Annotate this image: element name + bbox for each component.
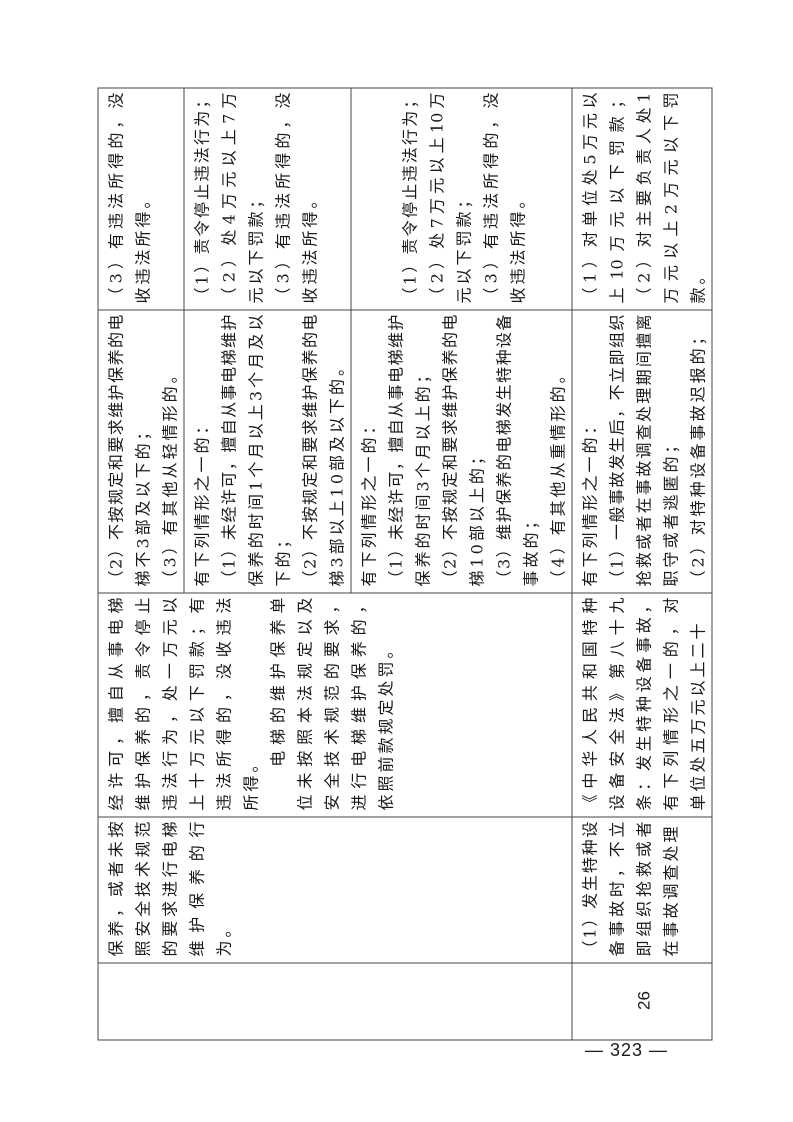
cell-text-line: （1）一般事故发生后，不立即组织 bbox=[607, 314, 626, 586]
cell-text-line: 事故的； bbox=[521, 509, 540, 586]
cell-text-line: 有下列情形之一的： bbox=[580, 414, 599, 586]
cell-text-line: 经许可，擅自从事电梯 bbox=[106, 597, 125, 810]
cell-text-line: 梯10部以上的； bbox=[467, 445, 486, 586]
basis-cell-26: 《中华人民共和国特种 设备安全法》第八十九 条：发生特种设备事故， 有下列情形之一的，… bbox=[571, 592, 712, 817]
cell-text-line: 备事故时，不立 bbox=[607, 821, 626, 956]
cell-text-line: （3）有违法所得的，没 bbox=[273, 92, 292, 303]
cell-text-line: 即组织抢救或者 bbox=[634, 821, 653, 956]
cell-text-line: 保养，或者未按 bbox=[106, 821, 125, 956]
cell-text-line: （4）有其他从重情形的。 bbox=[548, 363, 567, 586]
circumstances-cell: 有下列情形之一的： （1）未经许可，擅自从事电梯维护 保养的时间3个月以上的； （2）… bbox=[350, 309, 572, 593]
cell-text-line: （2）不按规定和要求维护保养的电 bbox=[440, 314, 459, 586]
cell-text-line: 位未按照本法规定以及 bbox=[295, 597, 314, 810]
cell-text-line: 有下列情形之一的： bbox=[359, 414, 378, 586]
cell-text-line: 职守或者逃匿的； bbox=[661, 433, 680, 586]
cell-text-line: 万元以上2万元以下罚 bbox=[661, 92, 680, 303]
cell-text-line: 违法所得的，没收违法 bbox=[214, 597, 233, 810]
cell-text-line: （2）对主要负责人处1 bbox=[634, 92, 653, 303]
cell-text-line: （1）发生特种设 bbox=[580, 821, 599, 956]
page-number: — 323 — bbox=[585, 1040, 669, 1060]
cell-text-line: 的要求进行电梯 bbox=[160, 821, 179, 956]
cell-text-line: （3）有违法所得的，没 bbox=[480, 92, 500, 303]
cell-text-line: （3）有其他从轻情形的。 bbox=[160, 363, 179, 586]
cell-text-line: （2）对特种设备事故迟报的； bbox=[688, 325, 707, 586]
cell-text-line: 设备安全法》第八十九 bbox=[607, 597, 626, 810]
number-cell-26: 26 bbox=[571, 962, 712, 1040]
cell-text-line: （3）维护保养的电梯发生特种设备 bbox=[494, 314, 513, 586]
cell-text-line: 抢救或者在事故调查处理期间擅离 bbox=[634, 314, 653, 586]
cell-text-line: 条：发生特种设备事故， bbox=[634, 597, 653, 810]
cell-text-line: 维护保养的，责令停止 bbox=[133, 597, 152, 810]
cell-text-line: （3）有违法所得的，没 bbox=[106, 92, 125, 303]
cell-text-line: （1）责令停止违法行为； bbox=[192, 92, 211, 303]
number-cell-prev bbox=[97, 962, 572, 1040]
cell-text-line: （2）不按规定和要求维护保养的电 bbox=[106, 314, 125, 586]
cell-text-line: （2）处4万元以上7万 bbox=[219, 92, 238, 303]
cell-text-line: 为。 bbox=[214, 917, 233, 956]
penalty-standard-table: 保养，或者未按 照安全技术规范 的要求进行电梯 维护保养的行 为。 经许可，擅自从事电梯… bbox=[97, 87, 712, 1040]
cell-text-line: （1）未经许可，擅自从事电梯维护 bbox=[386, 314, 405, 586]
penalty-cell: （1）对单位处5万元以 上10万元以下罚款； （2）对主要负责人处1 万元以上2万元以… bbox=[571, 87, 712, 310]
penalty-cell: （1）责令停止违法行为； （2）处4万元以上7万 元以下罚款； （3）有违法所得的，没… bbox=[183, 87, 351, 310]
cell-text-line: 梯不3部及以下的； bbox=[133, 420, 152, 586]
cell-text-line: 元以下罚款； bbox=[453, 188, 473, 303]
cell-text-line: 保养的时间3个月以上的； bbox=[413, 363, 432, 586]
cell-text-line: 所得。 bbox=[241, 752, 260, 810]
rotated-table-page: 保养，或者未按 照安全技术规范 的要求进行电梯 维护保养的行 为。 经许可，擅自从事电梯… bbox=[97, 87, 712, 1040]
cell-text-line: 安全技术规范的要求， bbox=[322, 597, 341, 810]
cell-text-line: （2）处7万元以上10万 bbox=[426, 92, 446, 303]
cell-text-line: 依照前款规定处罚。 bbox=[376, 638, 395, 810]
violation-cell-prev: 保养，或者未按 照安全技术规范 的要求进行电梯 维护保养的行 为。 bbox=[97, 816, 572, 963]
cell-text-line: 收违法所得。 bbox=[133, 188, 152, 303]
penalty-cell: （1）责令停止违法行为； （2）处7万元以上10万 元以下罚款； （3）有违法所得的，… bbox=[350, 87, 572, 310]
cell-text-line: 保养的时间1个月以上3个月及以 bbox=[246, 314, 265, 586]
cell-text-line: 上十万元以下罚款；有 bbox=[187, 597, 206, 810]
cell-text-line: 照安全技术规范 bbox=[133, 821, 152, 956]
cell-text-line: （1）责令停止违法行为； bbox=[399, 92, 419, 303]
cell-text-line: 款。 bbox=[688, 264, 707, 303]
cell-text-line: 违法行为，处一万元以 bbox=[160, 597, 179, 810]
cell-text-line: （1）对单位处5万元以 bbox=[580, 92, 599, 303]
cell-text-line: 有下列情形之一的： bbox=[192, 414, 211, 586]
cell-text-line: 进行电梯维护保养的， bbox=[349, 597, 368, 810]
cell-text-line: （2）不按规定和要求维护保养的电 bbox=[300, 314, 319, 586]
circumstances-cell: 有下列情形之一的： （1）一般事故发生后，不立即组织 抢救或者在事故调查处理期间擅离… bbox=[571, 309, 712, 593]
basis-cell-prev: 经许可，擅自从事电梯 维护保养的，责令停止 违法行为，处一万元以 上十万元以下罚款；有… bbox=[97, 592, 572, 817]
cell-text-line: 在事故调查处理 bbox=[661, 822, 680, 956]
cell-text-line: 电梯的维护保养单 bbox=[268, 597, 287, 810]
cell-text-line: 有下列情形之一的，对 bbox=[661, 597, 680, 810]
cell-text-line: 下的； bbox=[273, 528, 292, 586]
cell-text-line: （1）未经许可，擅自从事电梯维护 bbox=[219, 314, 238, 586]
cell-text-line: 维护保养的行 bbox=[187, 821, 206, 956]
cell-text-line: 收违法所得。 bbox=[507, 188, 527, 303]
circumstances-cell: （2）不按规定和要求维护保养的电 梯不3部及以下的； （3）有其他从轻情形的。 bbox=[97, 309, 184, 593]
cell-text-line: 《中华人民共和国特种 bbox=[580, 597, 599, 810]
cell-text-line: 梯3部以上10部及以下的。 bbox=[327, 356, 346, 586]
cell-text-line: 收违法所得。 bbox=[300, 188, 319, 303]
cell-text-line: 单位处五万元以上二十 bbox=[688, 619, 707, 810]
cell-text-line: 上10万元以下罚款； bbox=[607, 92, 626, 303]
cell-text-line: 元以下罚款； bbox=[246, 188, 265, 303]
penalty-cell: （3）有违法所得的，没 收违法所得。 bbox=[97, 87, 184, 310]
circumstances-cell: 有下列情形之一的： （1）未经许可，擅自从事电梯维护 保养的时间1个月以上3个月及以… bbox=[183, 309, 351, 593]
violation-cell-26: （1）发生特种设 备事故时，不立 即组织抢救或者 在事故调查处理 bbox=[571, 816, 712, 963]
